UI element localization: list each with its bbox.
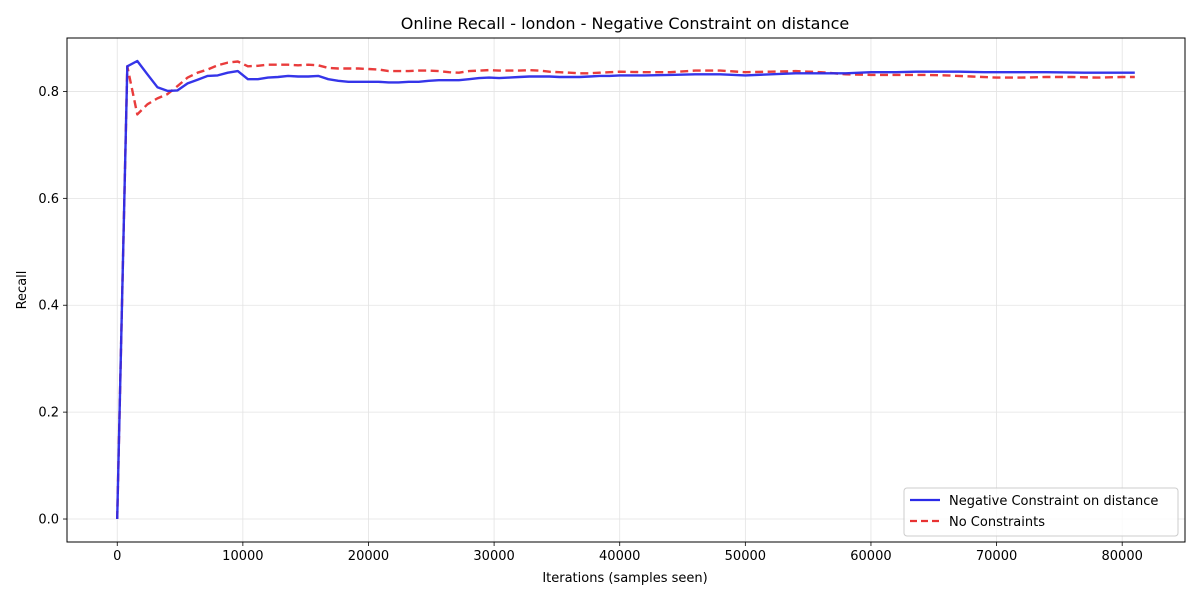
- y-axis-ticks: 0.0 0.2 0.4 0.6 0.8: [38, 85, 67, 528]
- y-tick-label: 0.6: [38, 192, 59, 207]
- legend-label-no-constraints: No Constraints: [949, 515, 1045, 530]
- x-axis-label: Iterations (samples seen): [542, 571, 707, 586]
- y-tick-label: 0.2: [38, 406, 59, 421]
- x-tick-label: 80000: [1102, 549, 1143, 564]
- x-tick-label: 10000: [222, 549, 263, 564]
- y-tick-label: 0.0: [38, 513, 59, 528]
- legend-label-negative-constraint: Negative Constraint on distance: [949, 494, 1158, 509]
- x-tick-label: 30000: [473, 549, 514, 564]
- y-axis-label: Recall: [15, 271, 30, 310]
- series-line-negative-constraint: [116, 59, 1135, 520]
- series-line-no-constraints: [116, 60, 1135, 520]
- x-tick-label: 70000: [976, 549, 1017, 564]
- x-tick-label: 40000: [599, 549, 640, 564]
- x-axis-ticks: 0 10000 20000 30000 40000 50000 60000 70000 8000…: [113, 542, 1143, 564]
- legend-box: [903, 487, 1179, 537]
- x-tick-label: 0: [113, 549, 121, 564]
- plot-frame: [66, 37, 1186, 543]
- series-layer: [116, 59, 1135, 520]
- y-tick-label: 0.4: [38, 299, 59, 314]
- legend: Negative Constraint on distance No Const…: [903, 487, 1179, 537]
- x-tick-label: 20000: [348, 549, 389, 564]
- y-tick-label: 0.8: [38, 85, 59, 100]
- chart-title: Online Recall - london - Negative Constr…: [401, 14, 850, 33]
- x-tick-label: 50000: [725, 549, 766, 564]
- x-tick-label: 60000: [850, 549, 891, 564]
